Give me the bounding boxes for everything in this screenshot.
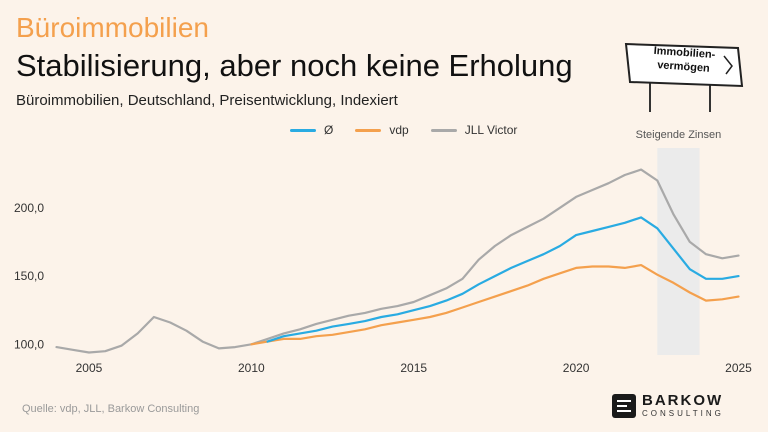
y-tick-label: 150,0 bbox=[14, 269, 44, 283]
brand-name: BARKOW bbox=[642, 392, 724, 409]
legend-swatch-vdp bbox=[355, 128, 382, 132]
y-tick-label: 200,0 bbox=[14, 201, 44, 215]
badge-sign: Immobilien- vermögen bbox=[620, 36, 750, 116]
series-line-vdp bbox=[250, 264, 740, 346]
rising-rates-band bbox=[657, 148, 700, 355]
x-tick-label: 2005 bbox=[76, 361, 103, 375]
series-line-jll bbox=[55, 168, 740, 354]
x-tick-label: 2020 bbox=[563, 361, 590, 375]
series-line-avg bbox=[266, 216, 740, 343]
brand-text: BARKOW CONSULTING bbox=[642, 393, 724, 418]
page-title: Stabilisierung, aber noch keine Erholung bbox=[16, 48, 573, 83]
brand-subtitle: CONSULTING bbox=[642, 409, 724, 418]
legend-item-vdp: vdp bbox=[355, 123, 409, 137]
chart-subtitle: Büroimmobilien, Deutschland, Preisentwic… bbox=[16, 92, 398, 109]
brand-logo: BARKOW CONSULTING bbox=[612, 393, 724, 418]
legend-label-jll: JLL Victor bbox=[464, 123, 518, 137]
legend-item-avg: Ø bbox=[290, 123, 333, 137]
x-tick-label: 2015 bbox=[400, 361, 427, 375]
legend-swatch-avg bbox=[290, 128, 316, 132]
annotation-label: Steigende Zinsen bbox=[636, 129, 722, 141]
legend-item-jll: JLL Victor bbox=[430, 123, 518, 137]
legend-label-vdp: vdp bbox=[389, 123, 409, 137]
brand-mark-icon bbox=[612, 393, 636, 418]
source-note: Quelle: vdp, JLL, Barkow Consulting bbox=[22, 403, 200, 415]
legend-swatch-jll bbox=[430, 128, 457, 132]
legend-label-avg: Ø bbox=[324, 123, 334, 137]
x-tick-label: 2025 bbox=[725, 361, 752, 375]
x-tick-label: 2010 bbox=[238, 361, 265, 375]
y-tick-label: 100,0 bbox=[14, 337, 44, 351]
sign-icon bbox=[624, 42, 744, 112]
chart-legend: Ø vdp JLL Victor bbox=[290, 123, 517, 137]
kicker-title: Büroimmobilien bbox=[16, 12, 209, 43]
